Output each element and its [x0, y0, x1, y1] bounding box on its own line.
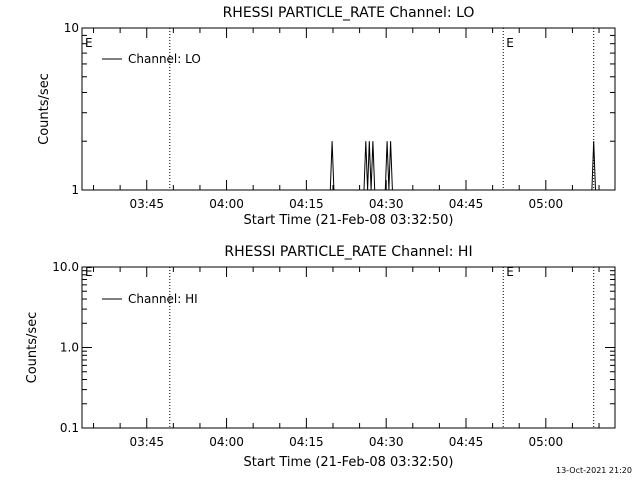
x-tick-label: 03:45: [129, 197, 164, 211]
x-axis-label: Start Time (21-Feb-08 03:32:50): [244, 455, 454, 470]
legend: Channel: HI: [102, 292, 198, 306]
legend: Channel: LO: [102, 52, 201, 66]
chart-title: RHESSI PARTICLE_RATE Channel: LO: [223, 5, 475, 21]
y-tick-label: 10.0: [52, 260, 79, 274]
plot-frame: [81, 27, 616, 191]
series-line: [591, 141, 596, 191]
x-tick-label: 04:45: [449, 197, 484, 211]
chart-panel-2: RHESSI PARTICLE_RATE Channel: HI Counts/s…: [25, 244, 616, 470]
series-line: [363, 141, 393, 191]
event-marker-label: E: [506, 36, 514, 50]
series-line: [329, 141, 335, 191]
event-marker-label: E: [85, 265, 93, 279]
footer-timestamp: 13-Oct-2021 21:20: [556, 466, 632, 475]
y-axis-label: Counts/sec: [37, 73, 52, 145]
y-tick-label: 10: [64, 21, 79, 35]
x-tick-label: 04:00: [209, 197, 244, 211]
y-tick-label: 0.1: [60, 421, 79, 435]
x-tick-label: 03:45: [129, 435, 164, 449]
x-tick-label: 05:00: [529, 197, 564, 211]
legend-label: Channel: LO: [128, 52, 201, 66]
chart-title: RHESSI PARTICLE_RATE Channel: HI: [224, 244, 472, 260]
x-tick-label: 04:15: [289, 197, 324, 211]
y-tick-label: 1.0: [60, 341, 79, 355]
chart-panel-1: RHESSI PARTICLE_RATE Channel: LO Counts/s…: [37, 5, 616, 228]
x-axis-label: Start Time (21-Feb-08 03:32:50): [244, 213, 454, 228]
y-axis-label: Counts/sec: [25, 312, 40, 384]
x-tick-label: 04:00: [209, 435, 244, 449]
legend-label: Channel: HI: [128, 292, 198, 306]
event-marker-label: E: [85, 36, 93, 50]
event-marker-label: E: [506, 265, 514, 279]
x-tick-label: 05:00: [529, 435, 564, 449]
x-tick-label: 04:15: [289, 435, 324, 449]
x-tick-label: 04:30: [369, 435, 404, 449]
x-tick-label: 04:45: [449, 435, 484, 449]
y-tick-label: 1: [71, 183, 79, 197]
x-tick-label: 04:30: [369, 197, 404, 211]
